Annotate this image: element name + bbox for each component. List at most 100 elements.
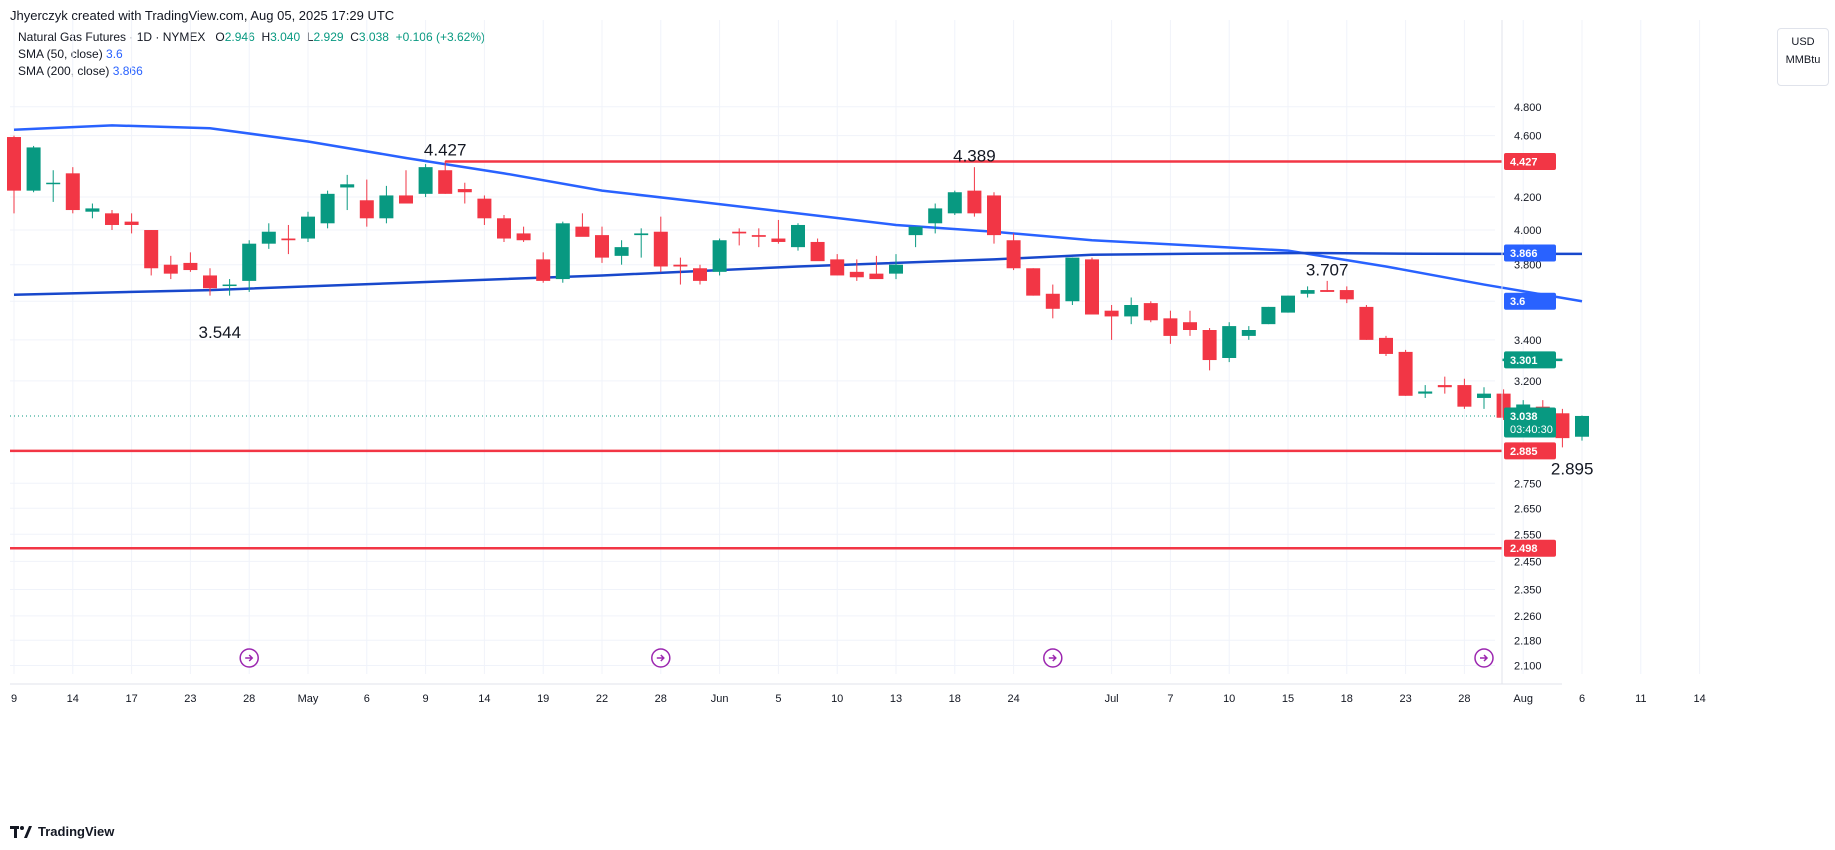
x-tick-label: 14 xyxy=(478,693,490,705)
candle xyxy=(536,252,551,283)
price-badge-label: 4.427 xyxy=(1510,156,1538,168)
annotation-label: 4.389 xyxy=(953,146,996,165)
candle xyxy=(1026,268,1041,296)
candle-body xyxy=(987,195,1001,236)
close-label: C xyxy=(350,30,359,44)
open-value: 2.946 xyxy=(224,30,255,44)
candle xyxy=(987,192,1001,244)
candle xyxy=(301,211,315,242)
x-tick-label: 11 xyxy=(1635,693,1646,705)
candle xyxy=(163,255,178,280)
axes: 4.8004.6004.2004.0003.8003.6003.4003.200… xyxy=(10,20,1706,705)
candle xyxy=(1183,310,1197,336)
candle-body xyxy=(1575,415,1589,437)
candle xyxy=(947,190,962,215)
candle-body xyxy=(634,233,649,236)
candle-body xyxy=(673,264,688,267)
y-tick-label: 2.450 xyxy=(1514,556,1542,568)
footer-brand: TradingView xyxy=(38,824,115,839)
annotation-label: 3.544 xyxy=(199,323,242,342)
candle xyxy=(399,170,413,204)
candle-body xyxy=(203,275,217,289)
moving-averages xyxy=(13,124,1583,303)
y-tick-label: 2.260 xyxy=(1514,611,1542,623)
y-tick-label: 2.100 xyxy=(1514,661,1542,673)
candle xyxy=(7,135,21,214)
candle xyxy=(1085,257,1099,315)
candle xyxy=(1222,322,1237,363)
candle-body xyxy=(261,231,276,244)
y-tick-label: 3.400 xyxy=(1514,335,1542,347)
event-markers xyxy=(239,648,1494,668)
candle xyxy=(810,238,825,262)
candle-body xyxy=(1320,290,1335,292)
candle-body xyxy=(1143,303,1158,321)
candle xyxy=(281,224,296,255)
x-tick-label: 17 xyxy=(125,693,137,705)
candle-body xyxy=(1006,240,1021,269)
candle-body xyxy=(516,233,531,241)
candle xyxy=(614,240,629,265)
candle xyxy=(712,238,727,276)
y-tick-label: 2.750 xyxy=(1514,478,1542,490)
candle-body xyxy=(1163,318,1178,336)
candle-body xyxy=(751,235,766,237)
event-marker-arrow xyxy=(1480,654,1489,662)
candle xyxy=(849,259,864,281)
candle-body xyxy=(399,195,413,204)
candle-body xyxy=(653,231,668,267)
candle xyxy=(222,279,237,296)
y-tick-label: 4.200 xyxy=(1514,192,1542,204)
candle-body xyxy=(830,259,845,276)
event-marker-icon xyxy=(651,648,671,668)
candle-body xyxy=(85,208,100,212)
candle-body xyxy=(124,221,139,225)
y-tick-label: 4.600 xyxy=(1514,131,1542,143)
x-tick-label: 23 xyxy=(1399,693,1411,705)
candle xyxy=(1104,305,1119,340)
symbol-name: Natural Gas Futures · 1D · NYMEX xyxy=(18,30,206,44)
candle-body xyxy=(1183,322,1197,331)
candle-body xyxy=(1379,337,1393,354)
price-badge-bg xyxy=(1504,407,1556,438)
grid xyxy=(10,20,1701,674)
candle xyxy=(1261,306,1276,325)
price-badge-label: 3.301 xyxy=(1510,355,1538,367)
candle xyxy=(751,228,766,248)
candle-body xyxy=(1065,257,1080,302)
price-badge-bg xyxy=(1504,244,1556,262)
price-badge-label: 3.038 xyxy=(1510,411,1538,423)
unit-selector[interactable]: USD MMBtu xyxy=(1777,28,1829,86)
x-tick-label: 18 xyxy=(1341,693,1353,705)
y-tick-label: 3.800 xyxy=(1514,260,1542,272)
candle xyxy=(457,182,472,204)
candle-body xyxy=(947,192,962,214)
price-badge: 4.427 xyxy=(1504,152,1556,170)
candle xyxy=(438,161,453,194)
sma200-legend[interactable]: SMA (200, close) 3.866 xyxy=(18,64,143,78)
candle-body xyxy=(575,226,590,237)
x-tick-label: 9 xyxy=(11,693,17,705)
candle-body xyxy=(438,170,453,194)
candle-body xyxy=(1339,290,1354,300)
candle xyxy=(1045,284,1060,319)
sma50-legend[interactable]: SMA (50, close) 3.6 xyxy=(18,47,123,61)
candle-body xyxy=(1241,330,1256,336)
candle xyxy=(46,170,61,202)
candle xyxy=(1143,301,1158,323)
candle-body xyxy=(163,264,178,274)
sma200-value: 3.866 xyxy=(112,64,143,78)
candle-body xyxy=(65,173,80,211)
candle xyxy=(1339,286,1354,304)
candle-body xyxy=(379,195,394,219)
candle-body xyxy=(457,189,472,193)
candle xyxy=(1477,387,1491,409)
candle xyxy=(1124,297,1139,325)
candle-body xyxy=(1418,391,1433,394)
tradingview-footer[interactable]: TradingView xyxy=(10,824,114,839)
candle-body xyxy=(281,238,296,241)
candle xyxy=(1281,295,1295,313)
candle-body xyxy=(320,193,335,224)
